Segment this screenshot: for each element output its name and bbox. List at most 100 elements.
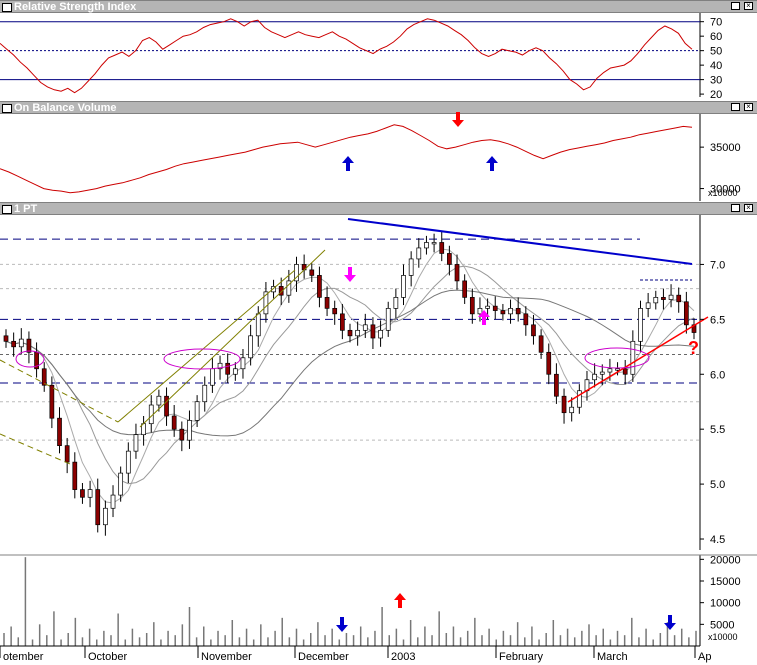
y-tick-label: 20000 xyxy=(710,554,741,566)
pane-icon xyxy=(2,205,12,214)
obv-series-line xyxy=(0,124,693,194)
candle-body xyxy=(49,384,55,419)
obv-arrow-up-2 xyxy=(486,156,498,171)
volume-arrow-up xyxy=(394,593,406,608)
candle-body xyxy=(64,445,70,463)
x-tick-label: December xyxy=(298,651,349,663)
rsi-chart: 20 30 40 50 60 70 xyxy=(0,13,722,100)
candle-body xyxy=(661,297,666,300)
candle-body xyxy=(531,324,536,337)
candle-body xyxy=(294,264,299,282)
downtrend-line-2 xyxy=(0,433,71,465)
candle-body xyxy=(469,297,475,315)
x-tick-label: March xyxy=(597,651,628,663)
candle-body xyxy=(554,373,559,397)
candle-body xyxy=(57,417,62,447)
price-arrow-down xyxy=(344,267,356,282)
minimize-button[interactable]: _ xyxy=(731,2,740,10)
volume-arrow-down-2 xyxy=(664,615,676,630)
minimize-button[interactable]: _ xyxy=(731,103,740,111)
candle-body xyxy=(523,313,529,326)
candle-body xyxy=(462,280,468,298)
downtrend-line-1 xyxy=(0,359,119,423)
candle-body xyxy=(110,494,116,509)
candle-body xyxy=(500,310,506,315)
candle-body xyxy=(11,340,16,348)
candle-body xyxy=(317,275,322,298)
close-button[interactable]: × xyxy=(744,103,753,111)
question-mark-annotation: ? xyxy=(688,338,699,358)
y-tick-label: 6.5 xyxy=(710,314,725,326)
pattern-ellipse-1 xyxy=(15,350,45,368)
price-chart: ? 4.5 5.0 5.5 6.0 6.5 7.0 xyxy=(0,215,725,550)
candle-body xyxy=(248,335,253,359)
price-titlebar[interactable]: 1 PT _ × xyxy=(0,202,757,215)
candle-body xyxy=(676,294,682,303)
rsi-title: Relative Strength Index xyxy=(14,1,137,13)
pane-icon xyxy=(2,3,12,12)
price-title: 1 PT xyxy=(14,203,38,215)
candle-body xyxy=(309,269,315,276)
candle-body xyxy=(332,308,338,315)
candle-body xyxy=(255,313,261,337)
rsi-series-line xyxy=(0,18,693,94)
candle-body xyxy=(615,368,620,371)
y-tick-label: 4.5 xyxy=(710,534,725,546)
candle-body xyxy=(118,472,124,496)
rsi-titlebar[interactable]: Relative Strength Index _ × xyxy=(0,0,757,13)
candle-body xyxy=(210,368,215,386)
candle-body xyxy=(393,297,399,309)
x-tick-label: February xyxy=(499,651,544,663)
resistance-trendline xyxy=(347,218,693,265)
candle-body xyxy=(569,406,575,414)
candle-body xyxy=(156,395,162,406)
candle-body xyxy=(538,335,544,353)
candle-body xyxy=(72,461,78,490)
volume-arrow-down-1 xyxy=(336,617,348,632)
candle-body xyxy=(362,324,368,331)
volume-multiplier-label: x10000 xyxy=(708,632,738,642)
obv-titlebar[interactable]: On Balance Volume _ × xyxy=(0,101,757,114)
candle-body xyxy=(408,258,414,276)
candle-body xyxy=(492,305,498,311)
close-button[interactable]: × xyxy=(744,204,753,212)
y-tick-label: 20 xyxy=(710,89,722,100)
candle-body xyxy=(80,489,85,498)
channel-line-upper xyxy=(139,249,326,428)
y-tick-label: 5000 xyxy=(710,619,734,631)
obv-multiplier-label: x10000 xyxy=(708,188,738,198)
candle-body xyxy=(668,294,674,300)
x-tick-label: October xyxy=(88,651,127,663)
candle-body xyxy=(18,338,24,348)
minimize-button[interactable]: _ xyxy=(731,204,740,212)
candle-body xyxy=(355,329,360,337)
candle-body xyxy=(187,420,192,441)
candle-body xyxy=(416,247,422,260)
x-tick-label: November xyxy=(201,651,252,663)
y-tick-label: 5.0 xyxy=(710,479,725,491)
candle-body xyxy=(447,253,452,265)
candle-body xyxy=(286,280,292,296)
volume-arrow-up-shape xyxy=(394,593,406,608)
y-tick-label: 40 xyxy=(710,60,722,72)
support-trendline xyxy=(567,316,709,403)
candle-body xyxy=(622,368,628,375)
pattern-ellipse-2 xyxy=(163,348,241,370)
plot-area xyxy=(0,13,700,97)
x-tick-label: otember xyxy=(3,651,44,663)
candle-body xyxy=(424,242,429,249)
price-arrow-up xyxy=(478,310,490,325)
candle-body xyxy=(41,368,47,386)
candle-body xyxy=(638,308,643,342)
x-tick-label: Ap xyxy=(698,651,711,663)
candle-body xyxy=(179,428,185,441)
volume-chart: 5000 10000 15000 20000 x10000 otember October N… xyxy=(0,554,757,663)
candle-body xyxy=(103,507,108,526)
y-tick-label: 30000 xyxy=(710,184,741,196)
close-button[interactable]: × xyxy=(744,2,753,10)
candle-body xyxy=(599,371,605,375)
candle-body xyxy=(645,302,651,309)
price-arrow-down-shape xyxy=(344,267,356,282)
candle-body xyxy=(370,324,376,339)
y-tick-label: 7.0 xyxy=(710,259,725,271)
